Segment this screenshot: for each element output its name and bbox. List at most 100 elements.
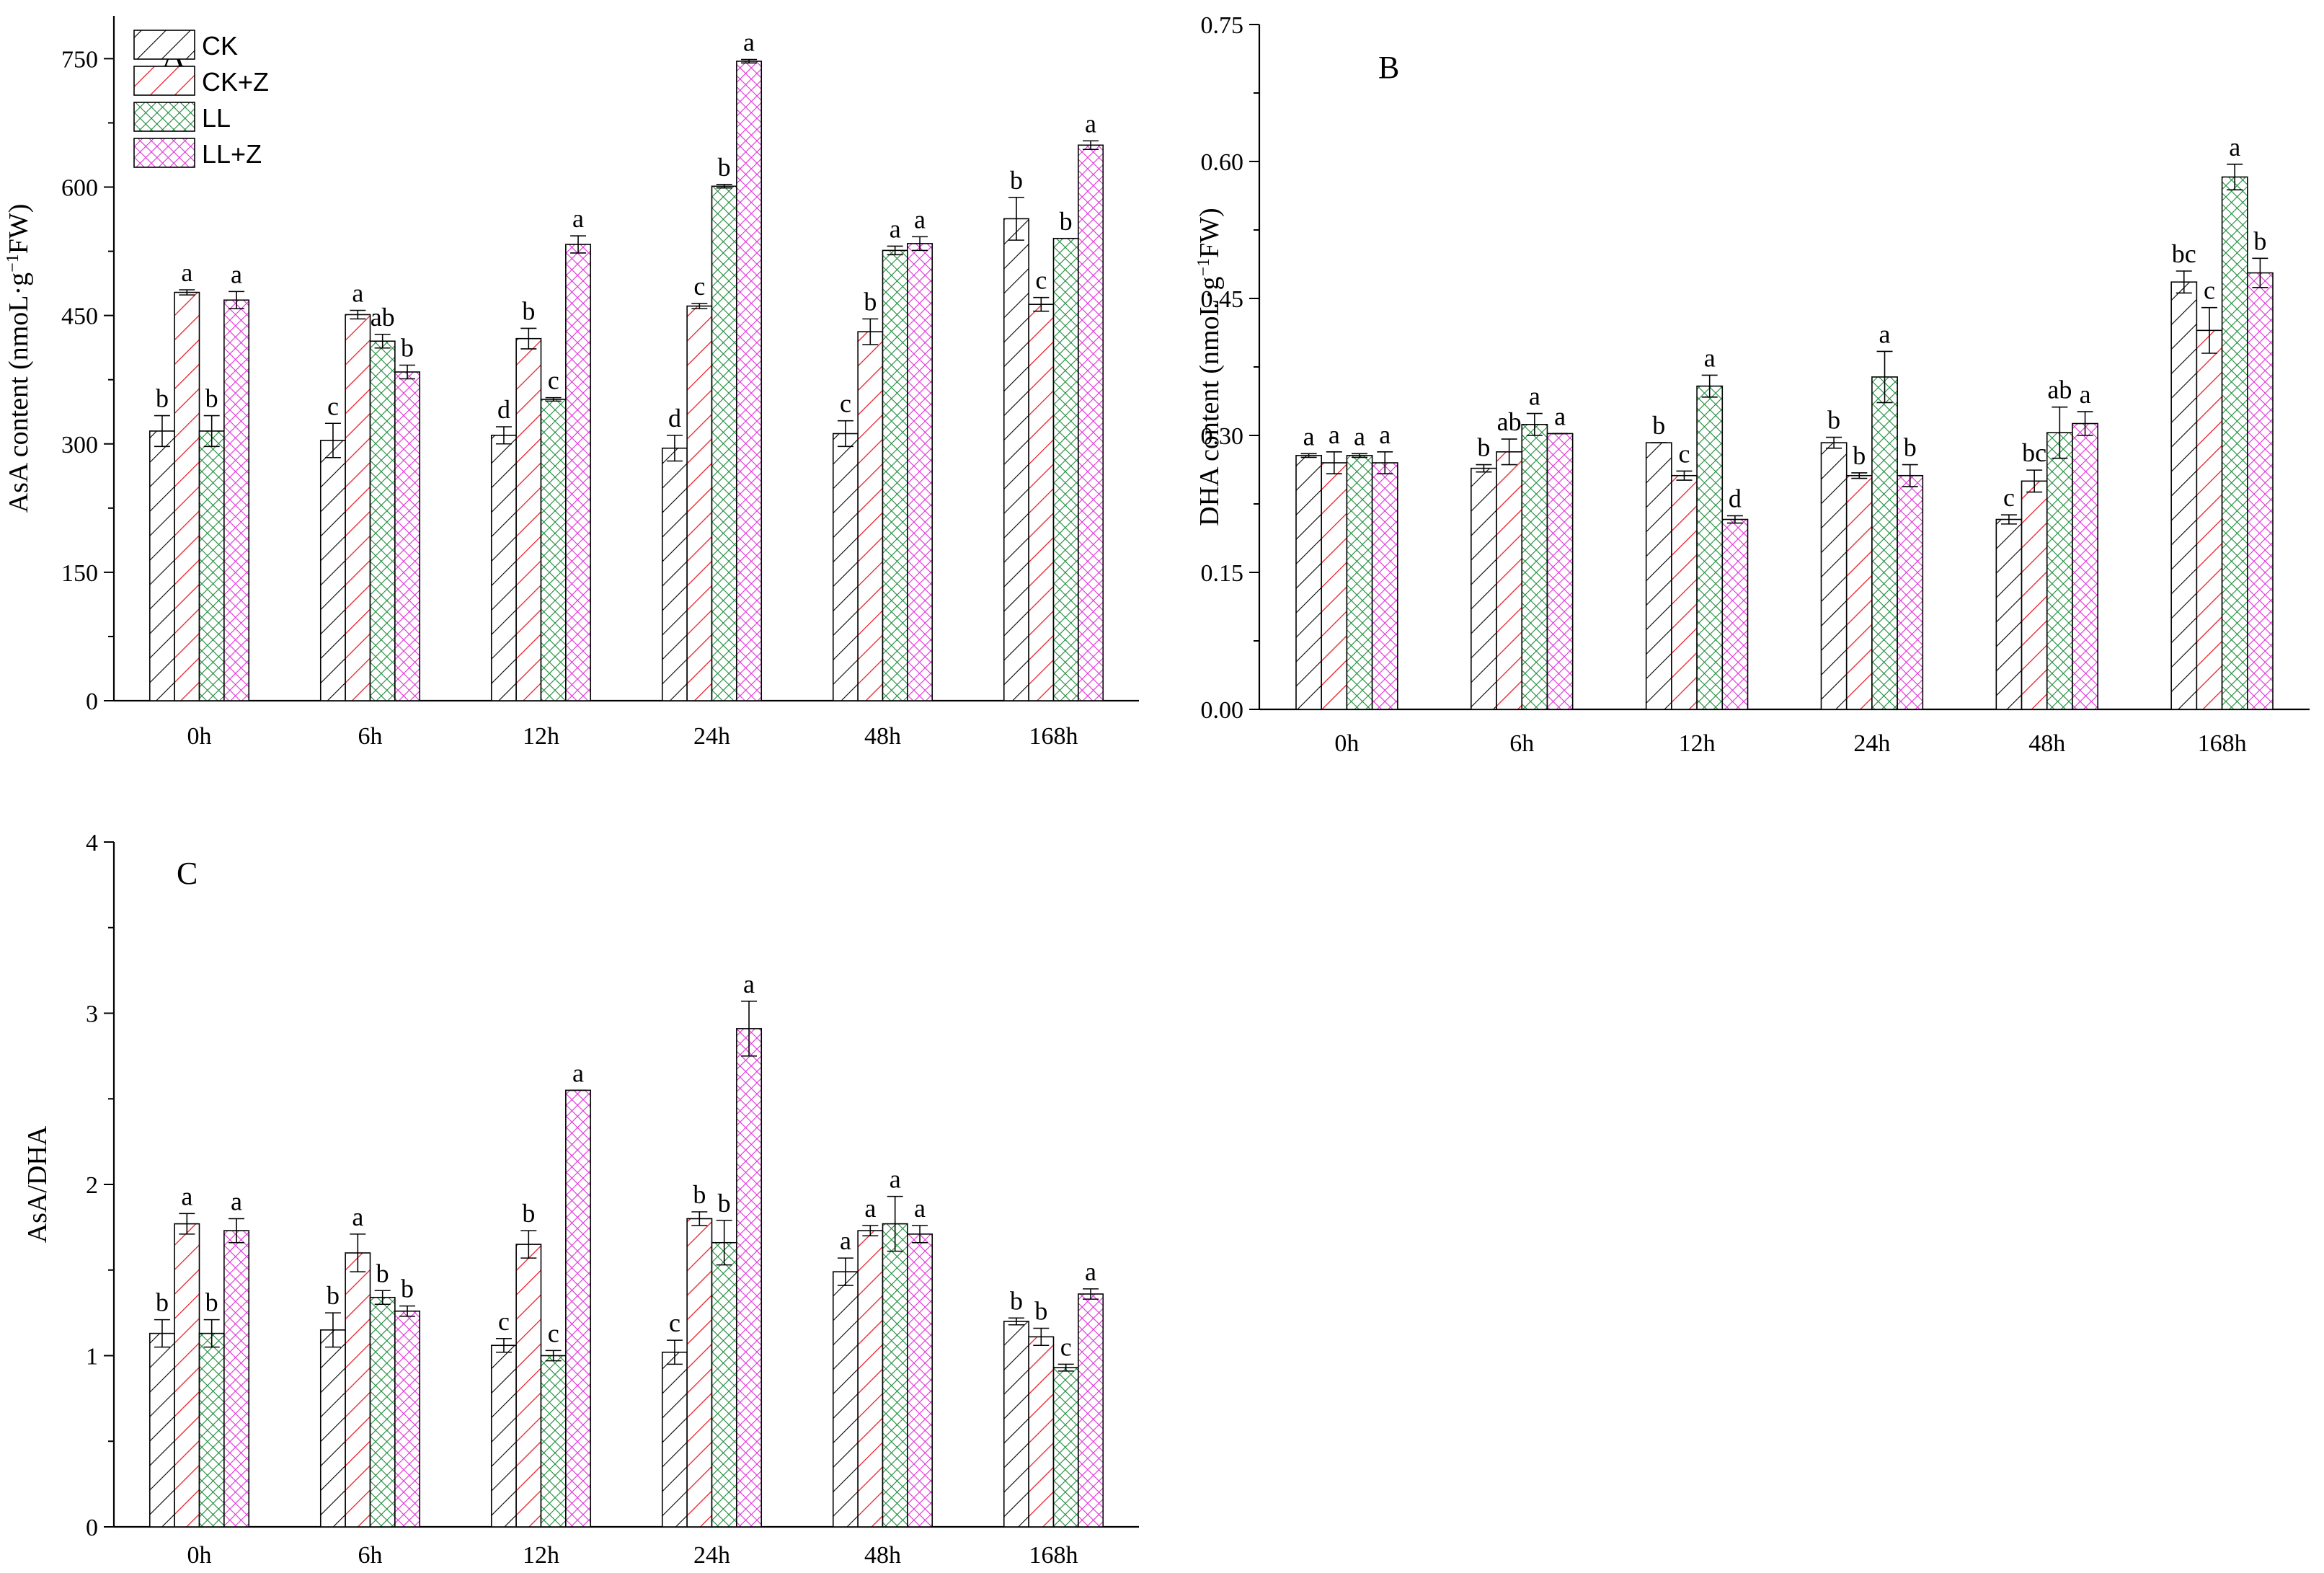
bar-group: a [345, 1202, 371, 1528]
legend-item: CK+Z [133, 66, 269, 97]
significance-letter: a [840, 1226, 851, 1255]
y-tick-label: 600 [61, 175, 98, 202]
bar [1052, 1367, 1079, 1528]
bar [1346, 455, 1373, 710]
bar [369, 340, 396, 701]
significance-letter: a [1303, 422, 1315, 451]
x-tick-label: 168h [1029, 1542, 1078, 1569]
significance-letter: a [864, 1194, 876, 1223]
bar-group: c [319, 391, 346, 701]
bar-group: c [1028, 266, 1055, 701]
bar [1003, 1321, 1029, 1528]
bar-group: c [832, 389, 859, 701]
bar [2072, 422, 2098, 710]
significance-letter: a [181, 258, 192, 287]
legend-label: LL [202, 103, 231, 133]
x-tick-label: 12h [523, 1542, 559, 1569]
bar-group: a [1346, 422, 1373, 710]
bar [882, 1223, 908, 1528]
bar [711, 185, 737, 701]
bar-group: b [857, 287, 884, 701]
y-tick-label: 0.45 [1201, 286, 1244, 313]
bar-group: b [148, 384, 175, 701]
significance-letter: a [1329, 420, 1340, 449]
bar-group: a [1871, 319, 1898, 710]
significance-letter: c [2003, 483, 2015, 512]
bar-group: b [1052, 207, 1079, 701]
significance-letter: bc [2172, 239, 2196, 268]
bar [319, 1329, 346, 1528]
bar-group: b [369, 1259, 396, 1528]
bar-group: a [882, 1165, 908, 1528]
bar [515, 1244, 542, 1528]
x-tick-label: 48h [864, 1542, 901, 1569]
significance-letter: b [1827, 406, 1840, 435]
x-tick-label: 0h [187, 723, 212, 750]
significance-letter: a [743, 28, 755, 57]
x-tick-label: 168h [1029, 723, 1078, 750]
bar [736, 1028, 763, 1528]
significance-letter: c [548, 366, 559, 395]
bar [2046, 432, 2073, 710]
y-tick-label: 0.60 [1201, 149, 1244, 176]
significance-letter: b [401, 334, 414, 363]
bar-group: b [319, 1281, 346, 1528]
bar [907, 1233, 933, 1528]
bar-group: bc [2170, 239, 2198, 710]
legend: CK CK+Z LL LL+Z [133, 30, 269, 169]
significance-letter: a [2080, 380, 2091, 409]
y-tick-label: 3 [86, 1001, 98, 1028]
y-axis-title: AsA content (nmoL·g−1FW) [4, 204, 34, 513]
bar-group: b [711, 1189, 737, 1528]
bar [1003, 218, 1029, 701]
bar-group: a [736, 28, 763, 701]
bar [907, 243, 933, 701]
significance-letter: b [156, 384, 169, 413]
bar-group: a [565, 1058, 592, 1528]
bar-group: a [2072, 380, 2098, 710]
bar-group: b [2246, 226, 2274, 710]
significance-letter: a [572, 1058, 584, 1087]
bar-group: a [1371, 420, 1398, 710]
bar [345, 314, 371, 701]
bar [515, 337, 542, 701]
significance-letter: b [376, 1259, 389, 1288]
bar [711, 1241, 737, 1528]
bar-group: ab [2046, 376, 2073, 710]
bar [686, 305, 713, 701]
y-tick-label: 0 [86, 688, 98, 715]
bar [736, 61, 763, 701]
significance-letter: b [522, 1199, 535, 1228]
significance-letter: c [1035, 266, 1047, 295]
bar-group: a [1696, 343, 1724, 710]
bar [1820, 442, 1848, 710]
bar-group: bc [2021, 438, 2048, 710]
bar-group: c [1995, 483, 2023, 710]
bar [1496, 451, 1523, 710]
bar [832, 1271, 859, 1528]
y-tick-label: 2 [86, 1172, 98, 1199]
significance-letter: b [205, 384, 218, 413]
bar-group: b [686, 1180, 713, 1528]
bar-group: a [345, 279, 371, 701]
bar-group: a [832, 1226, 859, 1528]
significance-letter: b [718, 1189, 731, 1218]
significance-letter: a [1704, 343, 1716, 372]
significance-letter: a [1379, 420, 1391, 449]
legend-label: CK+Z [202, 67, 269, 97]
bar [174, 1223, 200, 1528]
bar [1028, 1336, 1055, 1528]
bar-group: b [1845, 441, 1873, 710]
bar-group: c [686, 272, 713, 701]
x-tick-label: 24h [693, 723, 730, 750]
bar-group: b [1003, 1286, 1029, 1528]
bar-group: a [907, 1194, 933, 1528]
significance-letter: bc [2022, 438, 2046, 467]
bar [686, 1218, 713, 1528]
significance-letter: a [231, 260, 242, 288]
significance-letter: c [840, 389, 851, 418]
bar-group: a [882, 214, 908, 701]
significance-letter: b [1904, 433, 1917, 462]
